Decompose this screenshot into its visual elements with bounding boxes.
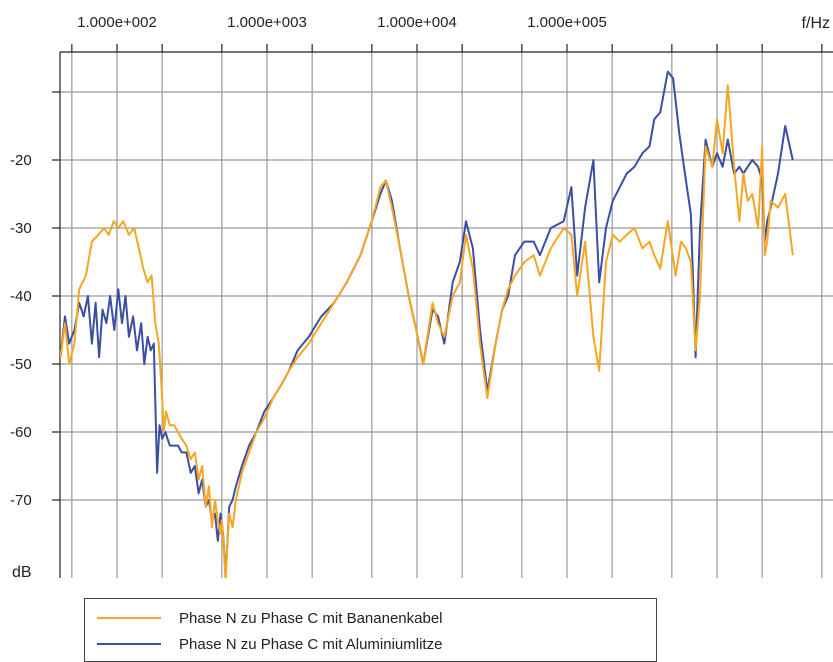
legend-item-aluminiumlitze: Phase N zu Phase C mit Aluminiumlitze bbox=[97, 633, 442, 655]
y-tick-label: -30 bbox=[10, 220, 32, 237]
y-axis-unit-label: dB bbox=[12, 564, 32, 581]
y-tick-label: -40 bbox=[10, 288, 32, 305]
y-tick-label: -70 bbox=[10, 492, 32, 509]
legend-swatch-aluminiumlitze bbox=[97, 643, 161, 645]
frequency-response-chart: 1.000e+002 1.000e+003 1.000e+004 1.000e+005… bbox=[10, 14, 833, 581]
x-tick-label: 1.000e+004 bbox=[377, 14, 457, 31]
series-layer bbox=[60, 70, 794, 578]
y-tick-label: -20 bbox=[10, 152, 32, 169]
y-tick-label: -50 bbox=[10, 356, 32, 373]
x-tick-label: 1.000e+005 bbox=[527, 14, 607, 31]
grid-lines bbox=[60, 52, 833, 578]
x-tick-label: 1.000e+002 bbox=[77, 14, 157, 31]
legend-label-bananenkabel: Phase N zu Phase C mit Bananenkabel bbox=[179, 609, 443, 627]
legend-swatch-bananenkabel bbox=[97, 617, 161, 619]
series-line-aluminiumlitze bbox=[60, 70, 794, 576]
x-axis-unit-label: f/Hz bbox=[802, 15, 830, 32]
legend-item-bananenkabel: Phase N zu Phase C mit Bananenkabel bbox=[97, 607, 443, 629]
x-axis-ticks: 1.000e+002 1.000e+003 1.000e+004 1.000e+005 bbox=[71, 14, 823, 52]
legend-label-aluminiumlitze: Phase N zu Phase C mit Aluminiumlitze bbox=[179, 635, 443, 653]
legend: Phase N zu Phase C mit Bananenkabel Phas… bbox=[84, 598, 657, 662]
x-tick-label: 1.000e+003 bbox=[227, 14, 307, 31]
y-axis-ticks: -20 -30 -40 -50 -60 -70 bbox=[10, 91, 60, 509]
series-line-bananenkabel bbox=[60, 84, 794, 578]
y-tick-label: -60 bbox=[10, 424, 32, 441]
